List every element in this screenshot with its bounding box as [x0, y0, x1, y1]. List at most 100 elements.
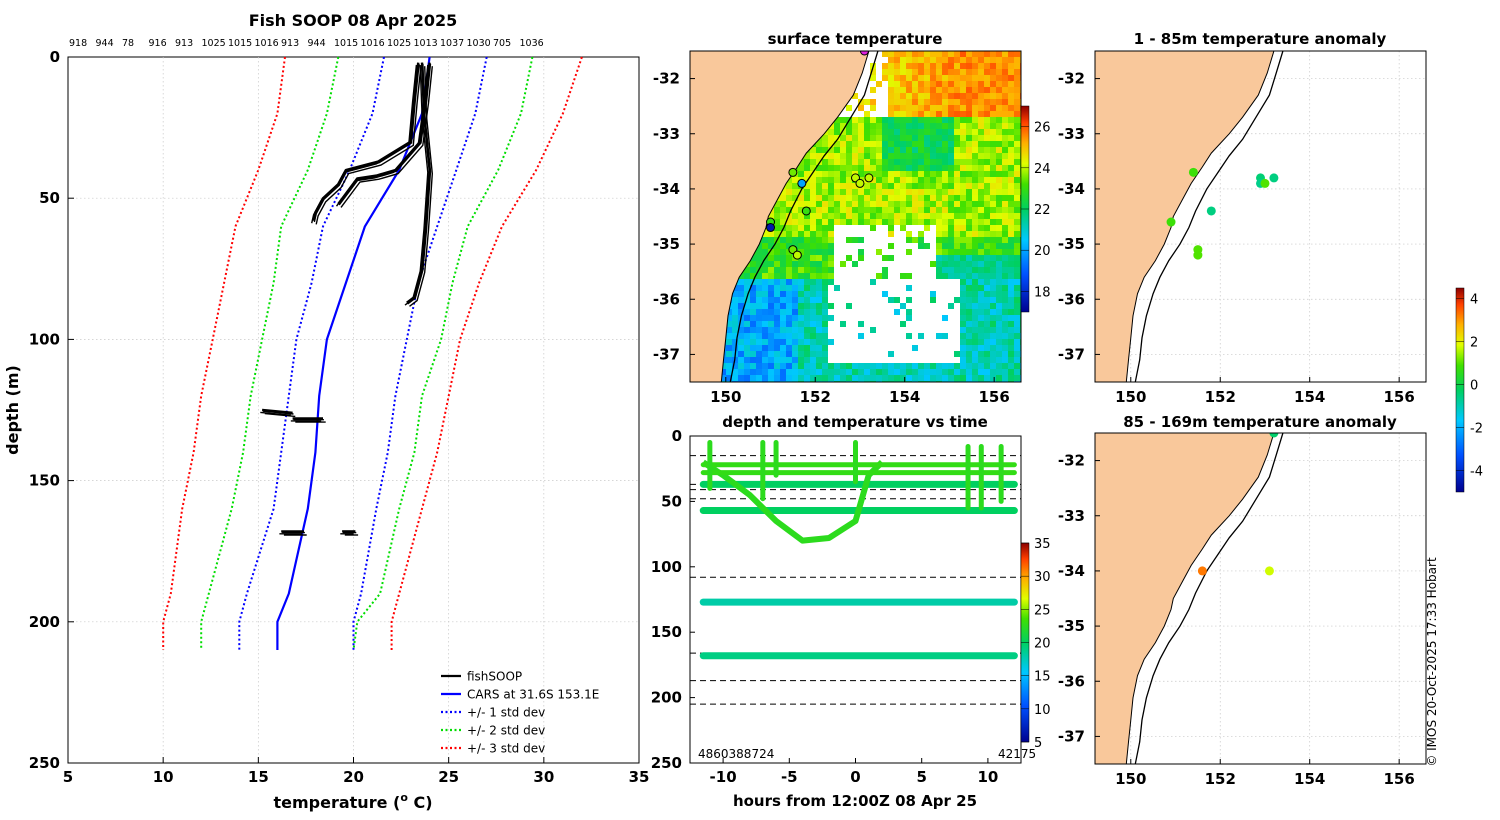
sst-pixel	[1014, 183, 1020, 189]
sst-pixel	[966, 261, 972, 267]
time-cbar-label: 10	[1034, 703, 1051, 718]
sst-pixel	[936, 177, 942, 183]
sst-pixel	[1002, 195, 1008, 201]
sst-pixel	[786, 291, 792, 297]
sst-pixel	[786, 357, 792, 363]
sst-pixel	[1014, 213, 1020, 219]
sst-pixel	[960, 225, 966, 231]
sst-pixel	[1014, 201, 1020, 207]
sst-pixel	[912, 237, 918, 243]
sst-pixel	[888, 183, 894, 189]
sst-pixel	[978, 105, 984, 111]
sst-pixel	[984, 237, 990, 243]
sst-pixel	[750, 351, 756, 357]
sst-pixel	[780, 249, 786, 255]
sst-pixel	[912, 81, 918, 87]
sst-pixel	[984, 297, 990, 303]
sst-pixel	[1014, 345, 1020, 351]
sst-pixel	[996, 231, 1002, 237]
sst-pixel	[876, 117, 882, 123]
sst-pixel	[906, 249, 912, 255]
sst-pixel	[942, 237, 948, 243]
sst-pixel	[1014, 219, 1020, 225]
sst-pixel	[780, 291, 786, 297]
sst-pixel	[858, 159, 864, 165]
sst-pixel	[888, 231, 894, 237]
map-y-tick-label: -35	[653, 235, 680, 253]
sst-pixel	[822, 249, 828, 255]
sst-pixel	[792, 333, 798, 339]
sst-pixel	[996, 237, 1002, 243]
sst-pixel	[960, 237, 966, 243]
sst-pixel	[1002, 69, 1008, 75]
sst-pixel	[774, 339, 780, 345]
sst-pixel	[816, 357, 822, 363]
sst-pixel	[864, 219, 870, 225]
sst-pixel	[1014, 279, 1020, 285]
anomaly1-ticks: 150 152 154 156-32-33-34-35-36-37	[1058, 70, 1415, 406]
sst-pixel	[996, 333, 1002, 339]
sst-pixel	[948, 141, 954, 147]
sst-pixel	[750, 303, 756, 309]
map-y-tick-label: -36	[1058, 290, 1085, 308]
sst-pixel	[840, 141, 846, 147]
sst-pixel	[972, 243, 978, 249]
anomaly1-shelf-contour	[1134, 51, 1284, 382]
sst-pixel	[1008, 87, 1014, 93]
sst-pixel	[906, 123, 912, 129]
sst-pixel	[954, 237, 960, 243]
sst-pixel	[912, 51, 918, 57]
sst-pixel	[978, 339, 984, 345]
sst-pixel	[780, 279, 786, 285]
sst-pixel	[756, 333, 762, 339]
sst-pixel	[978, 165, 984, 171]
sst-pixel	[954, 219, 960, 225]
sst-pixel	[978, 117, 984, 123]
sst-pixel	[966, 171, 972, 177]
sst-pixel	[744, 267, 750, 273]
top-label: 1015	[228, 38, 252, 49]
sst-pixel	[918, 153, 924, 159]
sst-pixel	[960, 87, 966, 93]
sst-pixel	[948, 81, 954, 87]
sst-pixel	[918, 141, 924, 147]
sst-pixel	[786, 231, 792, 237]
sst-pixel	[816, 243, 822, 249]
sst-pixel	[846, 303, 852, 309]
sst-pixel	[846, 171, 852, 177]
sst-pixel	[846, 195, 852, 201]
sst-pixel	[936, 87, 942, 93]
map-y-tick-label: -37	[1058, 345, 1085, 363]
sst-pixel	[888, 87, 894, 93]
sst-pixel	[798, 237, 804, 243]
sst-pixel	[978, 141, 984, 147]
sst-pixel	[756, 279, 762, 285]
sst-pixel	[972, 177, 978, 183]
sst-cbar-label: 24	[1034, 162, 1051, 177]
fishsoop-trace	[335, 64, 429, 207]
sst-pixel	[780, 201, 786, 207]
sst-pixel	[912, 195, 918, 201]
sst-pixel	[918, 159, 924, 165]
sst-pixel	[1014, 75, 1020, 81]
sst-pixel	[966, 135, 972, 141]
sst-pixel	[798, 339, 804, 345]
sst-pixel	[774, 261, 780, 267]
sst-pixel	[984, 333, 990, 339]
sst-pixel	[1002, 81, 1008, 87]
sst-pixel	[816, 321, 822, 327]
sst-pixel	[828, 243, 834, 249]
sst-pixel	[978, 333, 984, 339]
sst-pixel	[984, 117, 990, 123]
sst-pixel	[888, 63, 894, 69]
map-x-tick-label: 154	[1294, 388, 1325, 406]
sst-pixel	[864, 195, 870, 201]
sst-pixel	[804, 243, 810, 249]
anomaly1-points	[1166, 167, 1279, 260]
sst-pixel	[936, 93, 942, 99]
sst-pixel	[1014, 327, 1020, 333]
sst-pixel	[870, 75, 876, 81]
sst-pixel	[840, 195, 846, 201]
sst-pixel	[942, 111, 948, 117]
